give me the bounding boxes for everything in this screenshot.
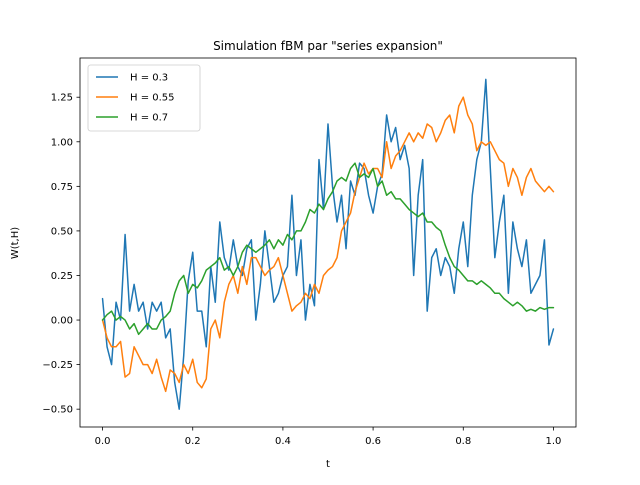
legend: H = 0.3 H = 0.55 H = 0.7 [87, 64, 201, 132]
x-axis-label: t [326, 459, 330, 470]
series-line-3 [101, 162, 555, 336]
y-tick-label: 0.00 [51, 316, 73, 327]
series-line-1 [101, 78, 555, 410]
legend-label: H = 0.7 [130, 113, 168, 124]
x-tick-label: 0.2 [185, 436, 201, 447]
y-tick-label: −0.25 [42, 360, 73, 371]
plot-area-frame [79, 57, 577, 428]
legend-label: H = 0.3 [130, 73, 168, 84]
y-axis-ticks: −0.50 −0.25 0.00 0.25 0.50 0.75 1.00 1.25 [42, 93, 80, 416]
y-tick-label: 0.25 [51, 271, 73, 282]
legend-box [87, 64, 201, 132]
y-tick-label: 1.00 [51, 137, 73, 148]
x-tick-label: 1.0 [546, 436, 562, 447]
x-tick-label: 0.4 [275, 436, 291, 447]
y-tick-label: −0.50 [42, 405, 73, 416]
y-tick-label: 0.75 [51, 182, 73, 193]
x-tick-label: 0.6 [365, 436, 381, 447]
series-line-2 [101, 96, 555, 393]
y-tick-label: 1.25 [51, 93, 73, 104]
y-axis-label: W(t,H) [10, 227, 21, 259]
x-tick-label: 0.0 [95, 436, 111, 447]
x-tick-label: 0.8 [455, 436, 471, 447]
x-axis-ticks: 0.0 0.2 0.4 0.6 0.8 1.0 [95, 427, 562, 447]
legend-label: H = 0.55 [130, 93, 175, 104]
series-lines [101, 78, 555, 410]
chart-title: Simulation fBM par "series expansion" [213, 39, 443, 53]
y-tick-label: 0.50 [51, 226, 73, 237]
